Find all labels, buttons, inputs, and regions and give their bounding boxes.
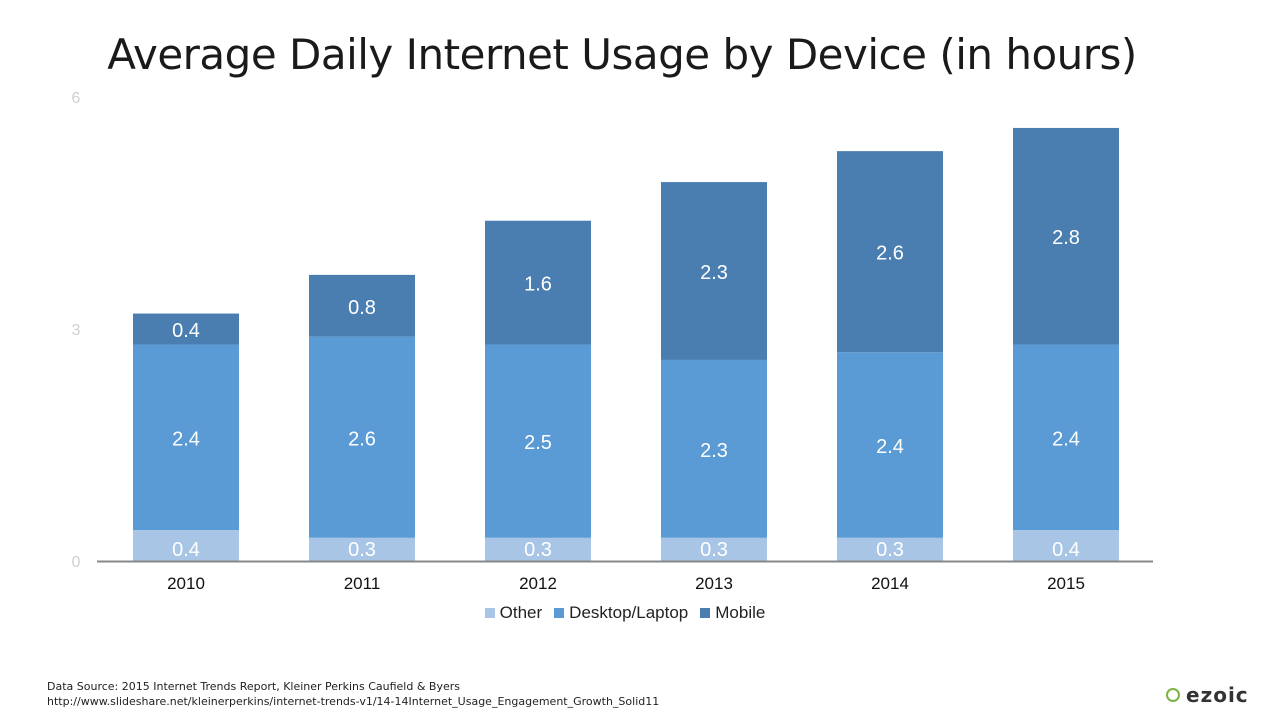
data-label: 2.8 bbox=[1052, 227, 1080, 249]
chart-plot: 0 3 6 0.4 2.4 0.4 2010 0.3 2.6 0.8 2011 0.3 2.5 1.6 20… bbox=[72, 90, 1153, 593]
data-label: 0.4 bbox=[172, 539, 200, 561]
bar-mobile-2013 bbox=[661, 182, 767, 360]
y-tick-label: 0 bbox=[72, 554, 81, 571]
logo-text: ezoic bbox=[1186, 683, 1249, 707]
bar-other-2011 bbox=[309, 537, 415, 561]
bar-other-2013 bbox=[661, 537, 767, 561]
legend-swatch bbox=[554, 608, 565, 618]
data-label: 2.6 bbox=[348, 428, 376, 450]
legend-label: Other bbox=[499, 603, 543, 622]
x-tick-label: 2012 bbox=[519, 574, 557, 593]
legend-label: Mobile bbox=[715, 603, 766, 622]
y-tick-label: 6 bbox=[72, 90, 81, 107]
data-label: 0.4 bbox=[172, 320, 200, 342]
data-label: 0.8 bbox=[348, 297, 376, 319]
data-label: 2.4 bbox=[876, 436, 904, 458]
bar-mobile-2011 bbox=[309, 274, 415, 337]
y-tick-label: 3 bbox=[72, 322, 81, 339]
data-label: 2.4 bbox=[172, 428, 200, 450]
data-label: 1.6 bbox=[524, 274, 552, 296]
footer: Data Source: 2015 Internet Trends Report… bbox=[47, 679, 659, 709]
bar-other-2014 bbox=[837, 537, 943, 561]
x-tick-label: 2013 bbox=[695, 574, 733, 593]
source-url[interactable]: http://www.slideshare.net/kleinerperkins… bbox=[47, 695, 660, 708]
bar-desktop-laptop-2012 bbox=[485, 344, 591, 538]
x-tick-label: 2011 bbox=[344, 574, 381, 593]
data-label: 2.5 bbox=[524, 432, 552, 454]
data-source: Data Source: 2015 Internet Trends Report… bbox=[47, 680, 460, 693]
bar-other-2012 bbox=[485, 537, 591, 561]
data-label: 2.4 bbox=[1052, 428, 1080, 450]
data-label: 0.3 bbox=[700, 539, 728, 561]
bar-mobile-2012 bbox=[485, 220, 591, 345]
bar-desktop-laptop-2014 bbox=[837, 352, 943, 538]
data-label: 0.4 bbox=[1052, 539, 1080, 561]
x-tick-label: 2014 bbox=[871, 574, 909, 593]
data-label: 0.3 bbox=[524, 539, 552, 561]
ezoic-logo: ezoic bbox=[1166, 683, 1249, 707]
data-label: 2.3 bbox=[700, 440, 728, 462]
chart-title: Average Daily Internet Usage by Device (… bbox=[107, 30, 1137, 79]
bar-desktop-laptop-2010 bbox=[133, 344, 239, 531]
bar-mobile-2015 bbox=[1013, 127, 1119, 345]
x-tick-label: 2015 bbox=[1047, 574, 1085, 593]
ezoic-logo-icon bbox=[1166, 688, 1180, 702]
bar-desktop-laptop-2011 bbox=[309, 336, 415, 538]
bar-mobile-2014 bbox=[837, 151, 943, 353]
bar-other-2010 bbox=[133, 530, 239, 561]
legend: Other Desktop/Laptop Mobile bbox=[0, 603, 1250, 623]
bar-other-2015 bbox=[1013, 530, 1119, 561]
bar-mobile-2010 bbox=[133, 313, 239, 345]
legend-label: Desktop/Laptop bbox=[569, 603, 689, 622]
data-label: 0.3 bbox=[348, 539, 376, 561]
legend-item: Other bbox=[484, 603, 543, 623]
legend-swatch bbox=[484, 608, 495, 618]
data-label: 2.6 bbox=[876, 243, 904, 265]
bar-desktop-laptop-2013 bbox=[661, 359, 767, 538]
data-label: 2.3 bbox=[700, 262, 728, 284]
bar-desktop-laptop-2015 bbox=[1013, 344, 1119, 531]
data-label: 0.3 bbox=[876, 539, 904, 561]
legend-item: Desktop/Laptop bbox=[554, 603, 688, 623]
legend-item: Mobile bbox=[700, 603, 765, 623]
x-tick-label: 2010 bbox=[167, 574, 205, 593]
legend-swatch bbox=[700, 608, 711, 618]
